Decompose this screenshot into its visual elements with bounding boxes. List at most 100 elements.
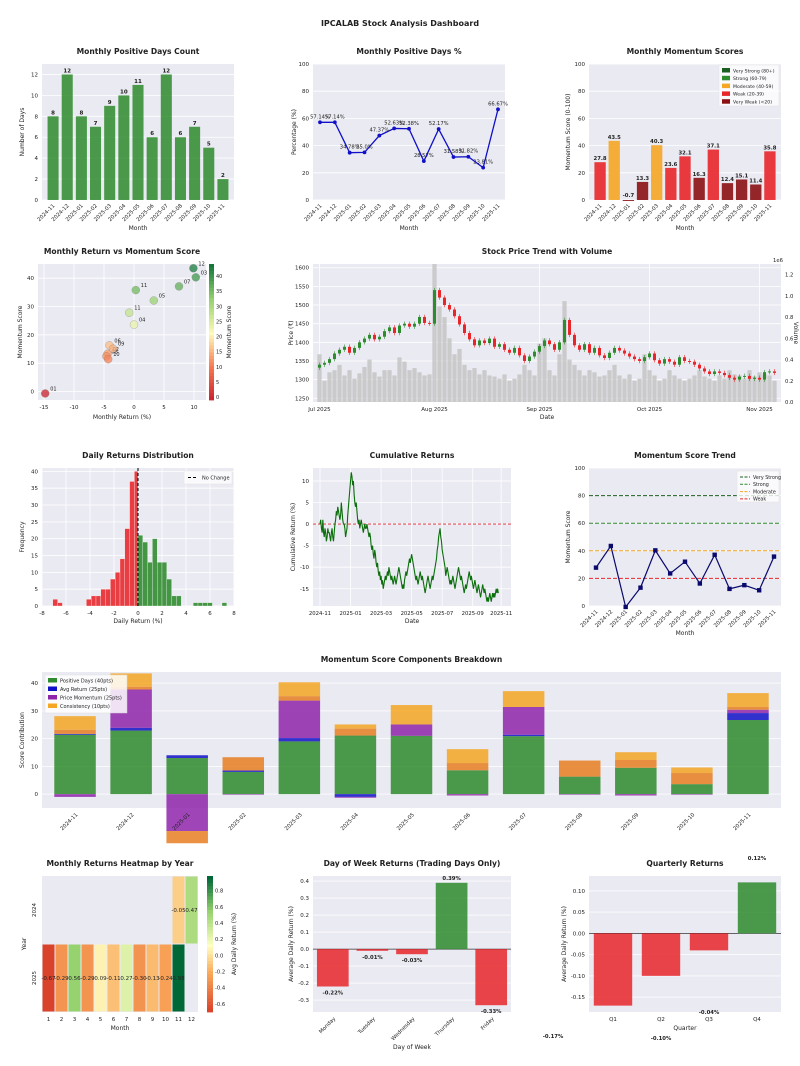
price-trend-candle xyxy=(373,334,376,340)
return-vs-momentum-colorbar-segment xyxy=(209,311,214,316)
return-vs-momentum-colorbar-segment xyxy=(209,338,214,343)
return-vs-momentum-colorbar-segment xyxy=(209,267,214,272)
price-trend-volume-bar xyxy=(502,374,507,402)
heatmap-cell xyxy=(42,944,55,1012)
positive-pct-value-label: 47.37% xyxy=(369,128,389,134)
quarterly-bar xyxy=(641,933,681,976)
heatmap-cell xyxy=(146,944,159,1012)
positive-days-value-label: 8 xyxy=(79,110,83,116)
price-trend-volume-bar xyxy=(552,375,557,402)
returns-distribution-bin xyxy=(207,602,213,607)
price-trend-volume-bar xyxy=(342,375,347,402)
price-trend-volume-bar xyxy=(672,375,677,402)
momentum-scores-bar xyxy=(679,156,691,200)
returns-distribution-ytick: 5 xyxy=(35,587,39,593)
price-trend-volume-bar xyxy=(582,375,587,402)
components-xtick: 2025-06 xyxy=(452,812,472,832)
price-trend-candle xyxy=(348,346,351,353)
components-bar-segment xyxy=(278,738,321,742)
heatmap-colorbar-tick: 0.2 xyxy=(215,937,223,943)
price-trend-volume-bar xyxy=(497,378,502,402)
return-vs-momentum-colorbar-segment xyxy=(209,396,214,401)
heatmap-ytick: 2025 xyxy=(32,971,38,985)
heatmap-colorbar-segment xyxy=(207,981,213,986)
components-xtick: 2025-10 xyxy=(676,812,696,832)
positive-pct-ytick: 0 xyxy=(306,198,310,204)
momentum-scores-bar xyxy=(636,181,649,200)
cumulative-returns-ylabel: Cumulative Return (%) xyxy=(290,503,297,571)
components-bar-segment xyxy=(390,724,433,736)
price-trend-candle xyxy=(448,305,451,310)
price-trend-volume-bar xyxy=(647,370,652,402)
quarterly-ytick: 0.10 xyxy=(573,889,586,895)
heatmap-colorbar-segment xyxy=(207,920,213,924)
positive-pct-ytick: 60 xyxy=(302,116,309,122)
price-trend-volume-bar xyxy=(387,370,392,402)
price-trend-volume-bar xyxy=(587,370,592,402)
price-trend-volume-bar xyxy=(527,370,532,402)
return-vs-momentum-point-label: 07 xyxy=(184,279,190,285)
returns-distribution-bin xyxy=(91,595,97,607)
heatmap-cell xyxy=(120,944,133,1012)
price-trend-volume-bar xyxy=(332,370,337,402)
price-trend-candle xyxy=(378,336,381,340)
components-bar-segment xyxy=(502,734,545,737)
price-trend-candle xyxy=(468,333,471,340)
day-of-week-bar xyxy=(316,949,349,987)
positive-pct-point xyxy=(407,126,411,131)
momentum-trend-ytick: 60 xyxy=(578,521,585,527)
return-vs-momentum-point-label: 03 xyxy=(201,270,207,276)
day-of-week-ytick: 0.4 xyxy=(300,879,309,885)
heatmap-colorbar-tick: 0.0 xyxy=(215,953,223,959)
price-trend-volume-bar xyxy=(637,378,642,402)
positive-days-bar xyxy=(189,126,201,200)
heatmap-cell xyxy=(185,876,198,944)
dashboard-title: IPCALAB Stock Analysis Dashboard xyxy=(321,19,479,28)
return-vs-momentum-point xyxy=(191,273,200,282)
price-trend-volume-bar xyxy=(642,354,647,402)
returns-distribution-xtick: 2 xyxy=(160,611,164,617)
positive-days-bar xyxy=(61,74,73,200)
positive-days-bar xyxy=(118,95,130,200)
heatmap-colorbar-segment xyxy=(207,1001,213,1006)
price-trend-volume-bar xyxy=(657,380,662,402)
return-vs-momentum-colorbar-segment xyxy=(209,287,214,292)
return-vs-momentum-colorbar-segment xyxy=(209,325,214,329)
positive-days-value-label: 10 xyxy=(120,89,128,95)
quarterly-ylabel: Average Daily Return (%) xyxy=(561,906,568,982)
price-trend-volume-bar xyxy=(632,380,637,402)
price-trend-volume-bar xyxy=(752,376,757,402)
momentum-trend-point xyxy=(638,585,643,590)
price-trend-volume-tick: 0.2 xyxy=(785,379,793,385)
return-vs-momentum-xtick: 0 xyxy=(132,405,136,411)
components-bar-segment xyxy=(110,730,152,795)
cumulative-returns-ytick: -10 xyxy=(300,565,309,571)
return-vs-momentum-colorbar-segment xyxy=(209,301,214,306)
heatmap-colorbar-segment xyxy=(207,879,213,884)
price-trend-volume-bar xyxy=(702,376,707,402)
price-trend-volume-bar xyxy=(682,380,687,402)
price-trend-volume-bar xyxy=(482,370,487,402)
positive-days-ytick: 0 xyxy=(35,198,39,204)
returns-distribution-legend-label: No Change xyxy=(202,476,230,482)
components-legend-label: Avg Return (25pts) xyxy=(60,687,107,693)
returns-distribution-bin xyxy=(137,535,143,607)
momentum-scores-legend-swatch xyxy=(722,83,730,89)
price-trend-candle xyxy=(388,327,391,332)
price-trend-candle xyxy=(678,357,681,365)
heatmap-colorbar-segment xyxy=(207,896,213,901)
quarterly-value-label: -0.04% xyxy=(699,1010,720,1016)
quarterly-ytick: 0.05 xyxy=(573,910,586,916)
day-of-week-chart: Day of Week Returns (Trading Days Only) -… xyxy=(288,859,511,1051)
return-vs-momentum-colorbar-segment xyxy=(209,379,214,384)
price-trend-volume-bar xyxy=(317,354,322,402)
components-bar-segment xyxy=(615,794,657,796)
positive-pct-point xyxy=(451,155,456,159)
returns-distribution-xtick: 8 xyxy=(232,611,236,617)
price-trend-volume-bar xyxy=(327,372,332,402)
returns-distribution-bin xyxy=(193,602,199,607)
momentum-scores-value-label: 11.4 xyxy=(749,178,762,184)
momentum-scores-value-label: 35.8 xyxy=(763,145,776,151)
components-bar-segment xyxy=(222,794,265,795)
components-xtick: 2024-12 xyxy=(116,812,136,832)
